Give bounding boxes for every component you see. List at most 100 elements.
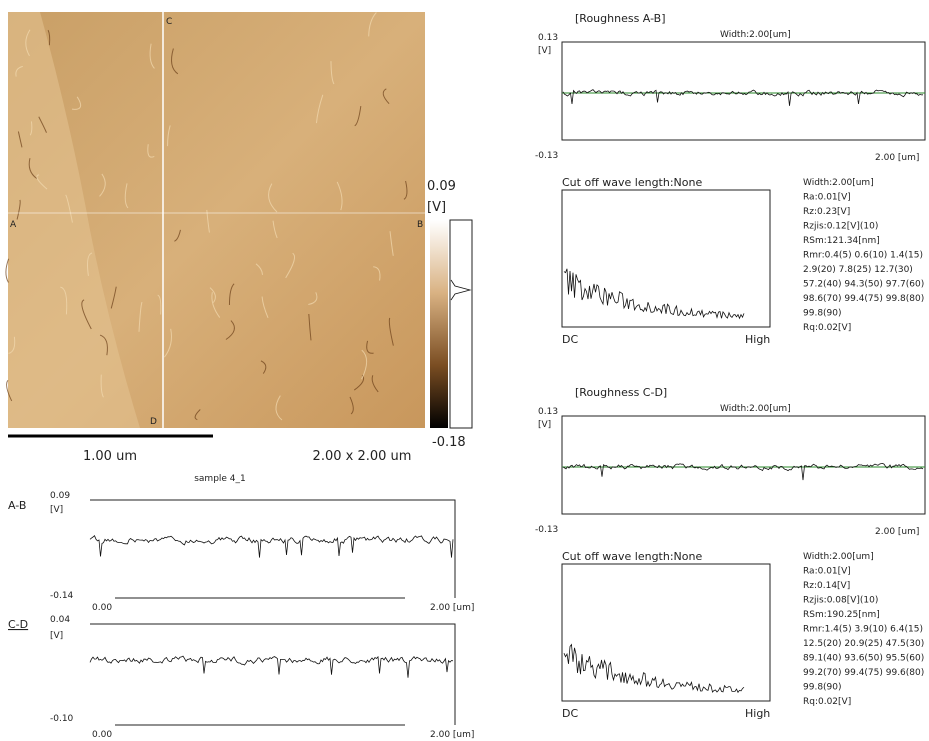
profile-curve [89,535,454,558]
profile-frame [90,623,456,726]
panel-text: Rmr:1.4(5) 3.9(10) 6.4(15) [803,625,923,635]
afm-ridge [29,121,33,136]
afm-ridge [38,116,47,133]
profile-xmax: 2.00 [um] [430,730,474,740]
afm-ridge [17,131,23,148]
roughness-curve [562,462,924,481]
afm-ridge [315,94,324,124]
profiles-title: sample 4_1 [194,474,246,484]
afm-ridge [308,313,312,341]
profile-name: C-D [8,618,28,631]
panel-text: Width:2.00[um] [803,552,874,562]
afm-ridge [157,294,162,315]
panel-text: [V] [538,46,551,56]
panel-text: 99.8(90) [803,683,842,693]
profile-xmax: 2.00 [um] [430,603,474,613]
afm-ridge [99,334,108,356]
afm-ridge [174,229,181,242]
panel-text: DC [562,707,578,720]
image-size: 2.00 x 2.00 um [313,449,412,464]
afm-ridge [308,292,318,305]
colorbar-max: 0.09 [427,179,456,194]
afm-ridge [167,125,171,147]
profile-ymin: -0.14 [50,591,74,601]
afm-ridge [268,183,278,213]
spectrum-curve [563,268,745,320]
afm-ridge [260,360,267,374]
profile-ymax: 0.09 [50,491,70,501]
panel-text: High [745,707,770,720]
panel-text: RSm:190.25[nm] [803,610,880,620]
afm-ridge [349,396,354,415]
profile-xmin: 0.00 [92,603,112,613]
spectrum-box [561,189,771,328]
afm-ridge [71,96,82,110]
afm-ridge [81,299,92,330]
panel-text: Ra:0.01[V] [803,567,851,577]
afm-ridge [100,374,104,398]
afm-ridge [368,12,377,37]
afm-ridge [272,220,278,239]
roughness-box [561,415,926,515]
afm-ridge [6,379,13,402]
panel-text: 0.13 [538,407,558,417]
panel-text: 2.00 [um] [875,153,919,163]
panel-text: Rzjis:0.12[V](10) [803,222,878,232]
panel-text: [V] [538,420,551,430]
afm-ridge [330,61,335,85]
afm-feature [8,12,140,428]
panel-text: Rq:0.02[V] [803,323,851,333]
panel-text: 99.8(90) [803,309,842,319]
afm-ridge [285,252,295,279]
panel-text: 89.1(40) 93.6(50) 95.5(60) [803,654,924,664]
panel-text: Rmr:0.4(5) 0.6(10) 1.4(15) [803,251,923,261]
panel-text: High [745,333,770,346]
afm-ridge [99,173,106,197]
afm-ridge [228,283,235,306]
colorbar-unit: [V] [427,200,446,215]
afm-ridge [5,258,10,283]
afm-ridge [361,349,368,380]
afm-ridge [211,292,221,318]
label-a: A [10,220,17,230]
afm-ridge [163,328,172,358]
panel-text: [Roughness A-B] [575,12,666,25]
afm-ridge [275,395,283,421]
roughness-panels: [Roughness A-B] Width:2.00[um] 0.13 [V] -0.1… [535,12,926,720]
profile-unit: [V] [50,631,63,641]
afm-ridge [15,65,23,77]
panel-text: 57.2(40) 94.3(50) 97.7(60) [803,280,924,290]
panel-text: -0.13 [535,525,558,535]
panel-text: Cut off wave length:None [562,550,702,563]
afm-ridge [47,29,51,46]
afm-ridge [147,144,155,158]
afm-ridge [194,409,201,421]
afm-ridge [149,43,155,69]
afm-ridge [110,286,117,309]
histogram [450,279,472,301]
panel-text: Cut off wave length:None [562,176,702,189]
spectrum-curve [563,643,745,694]
afm-ridge [16,199,21,220]
panel-text: RSm:121.34[nm] [803,236,880,246]
profile-ymin: -0.10 [50,714,74,724]
histogram-box [449,219,473,429]
profile-frame [90,499,456,599]
afm-ridge [389,231,394,256]
afm-ridge [382,88,390,105]
afm-ridge [60,286,68,315]
panel-text: -0.13 [535,151,558,161]
afm-ridge [388,317,394,346]
afm-ridge [373,266,381,281]
afm-ridge [124,183,129,209]
panel-text: Rq:0.02[V] [803,697,851,707]
panel-text: Rzjis:0.08[V](10) [803,596,878,606]
panel-text: Width:2.00[um] [803,178,874,188]
afm-ridge [354,105,362,127]
panel-text: 12.5(20) 20.9(25) 47.5(30) [803,639,924,649]
afm-ridge [336,181,343,211]
panel-text: 2.00 [um] [875,527,919,537]
label-c: C [166,17,172,27]
panel-text: 99.2(70) 99.4(75) 99.6(80) [803,668,924,678]
profile-name: A-B [8,499,26,512]
